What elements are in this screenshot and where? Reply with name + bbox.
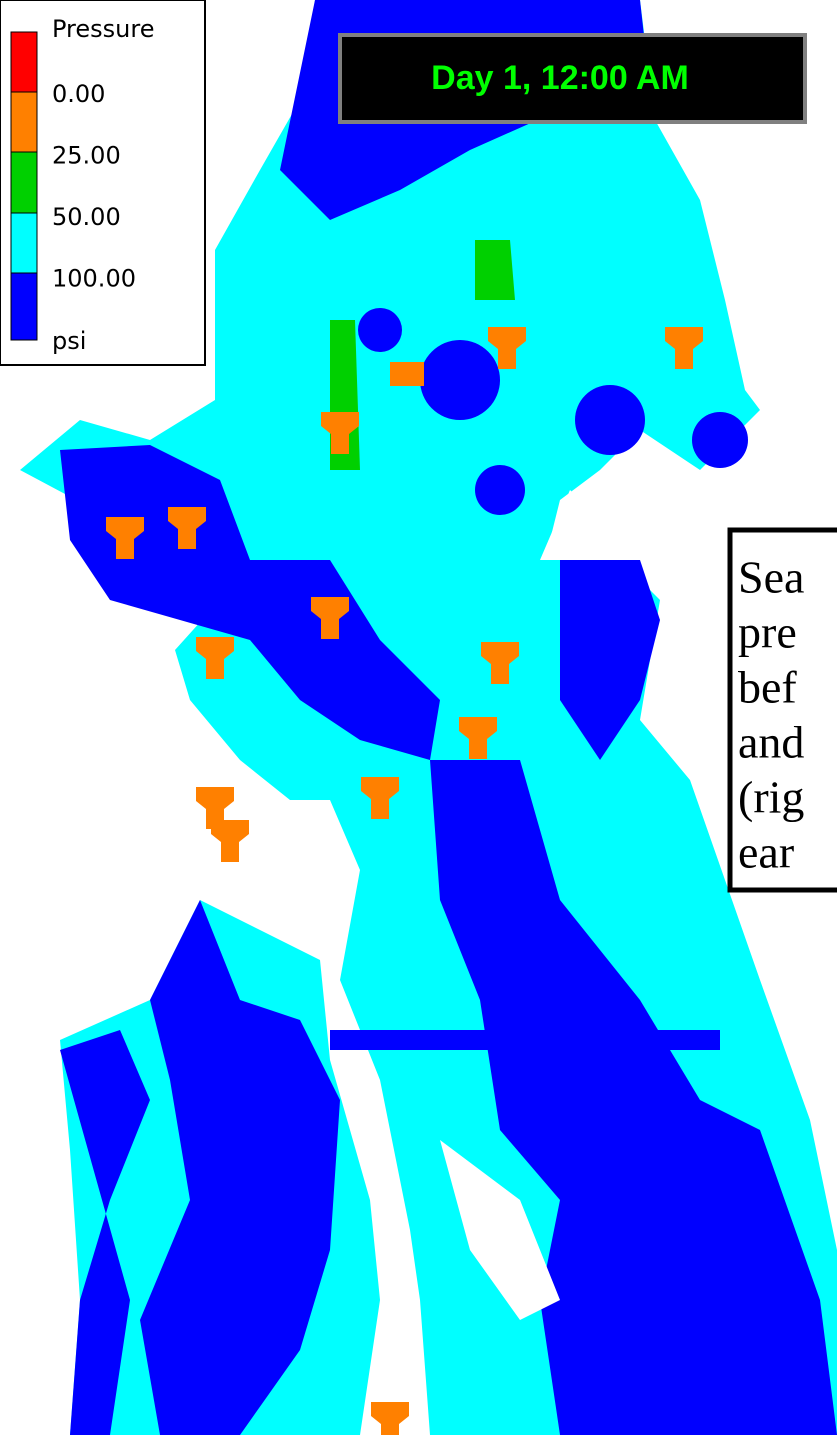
caption-line: Sea [738, 552, 804, 603]
banner-text: Day 1, 12:00 AM [431, 59, 689, 97]
land-blue [420, 340, 500, 420]
land-blue [358, 308, 402, 352]
legend-swatch [11, 32, 37, 92]
page: Pressure 0.00 25.00 50.00 100.00 psi Day 1,… [0, 0, 837, 1435]
legend-label: 50.00 [52, 203, 121, 231]
legend-swatch [11, 152, 37, 213]
land-blue [575, 385, 645, 455]
legend-swatch [11, 92, 37, 152]
legend: Pressure 0.00 25.00 50.00 100.00 psi [0, 0, 205, 365]
legend-unit: psi [52, 327, 86, 355]
legend-swatches [11, 32, 37, 340]
legend-swatch [11, 213, 37, 273]
legend-label: 25.00 [52, 142, 121, 170]
legend-label: 0.00 [52, 80, 105, 108]
land-blue [475, 465, 525, 515]
caption-line: pre [738, 607, 797, 658]
land-blue [692, 412, 748, 468]
caption-line: (rig [738, 772, 804, 823]
land-blue [330, 1030, 720, 1050]
land-green [475, 240, 515, 300]
tank-icon [371, 1402, 409, 1435]
caption-line: and [738, 717, 804, 768]
banner: Day 1, 12:00 AM [340, 35, 805, 122]
legend-swatch [11, 273, 37, 340]
legend-label: 100.00 [52, 265, 136, 293]
tank-icon [390, 362, 424, 386]
legend-title: Pressure [52, 15, 154, 43]
map: Pressure 0.00 25.00 50.00 100.00 psi Day 1,… [0, 0, 837, 1435]
caption-line: ear [738, 827, 794, 878]
caption-line: bef [738, 662, 797, 713]
